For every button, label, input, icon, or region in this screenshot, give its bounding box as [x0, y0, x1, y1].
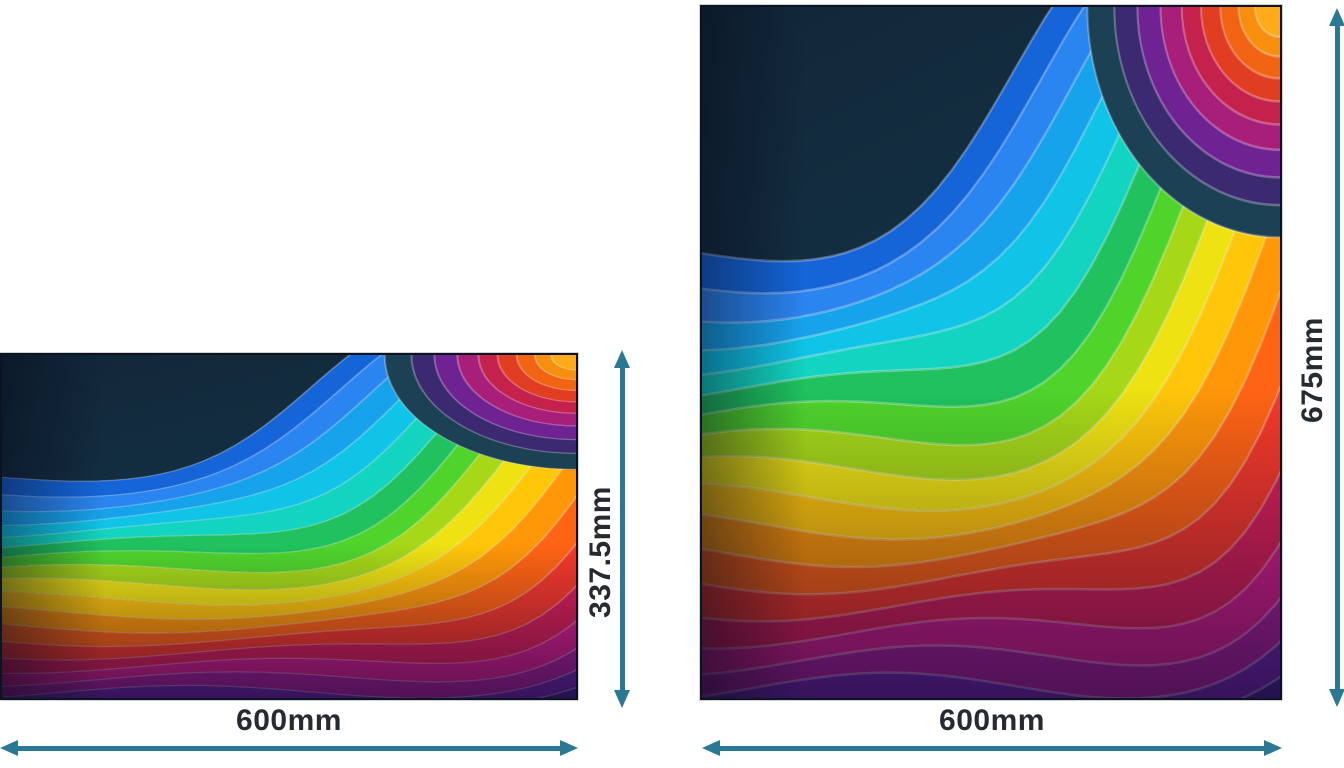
small-panel-width-dimension: 600mm — [0, 704, 578, 762]
small-panel-height-label: 337.5mm — [584, 486, 617, 618]
led-panel-large-image — [700, 5, 1282, 700]
large-panel-height-label: 675mm — [1296, 317, 1329, 423]
arrow-right-head-icon — [560, 740, 578, 756]
arrow-line — [710, 746, 1274, 751]
large-panel-width-label: 600mm — [939, 704, 1045, 737]
horizontal-dimension-arrow — [702, 740, 1282, 756]
arrow-line — [8, 746, 570, 751]
arrow-left-head-icon — [0, 740, 18, 756]
horizontal-dimension-arrow — [0, 740, 578, 756]
arrow-line — [620, 358, 625, 700]
arrow-right-head-icon — [1264, 740, 1282, 756]
arrow-top-head-icon — [1329, 8, 1344, 26]
large-panel-width-dimension: 600mm — [702, 704, 1282, 762]
led-panel-small-image — [0, 353, 578, 700]
rainbow-wave-artwork — [2, 355, 576, 698]
arrow-bottom-head-icon — [1329, 689, 1344, 707]
arrow-bottom-head-icon — [614, 690, 630, 708]
arrow-top-head-icon — [614, 350, 630, 368]
arrow-left-head-icon — [702, 740, 720, 756]
small-panel-width-label: 600mm — [236, 704, 342, 737]
vertical-dimension-arrow — [614, 350, 630, 708]
arrow-line — [1335, 16, 1340, 699]
vertical-dimension-arrow — [1329, 8, 1344, 707]
small-panel-height-dimension: 337.5mm — [584, 350, 636, 708]
large-panel-height-dimension: 675mm — [1296, 8, 1344, 707]
rainbow-wave-artwork — [702, 7, 1280, 698]
